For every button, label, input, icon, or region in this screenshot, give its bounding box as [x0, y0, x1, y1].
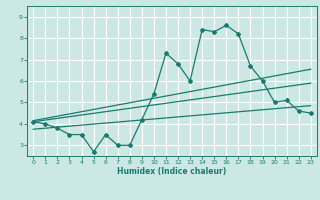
X-axis label: Humidex (Indice chaleur): Humidex (Indice chaleur) — [117, 167, 227, 176]
